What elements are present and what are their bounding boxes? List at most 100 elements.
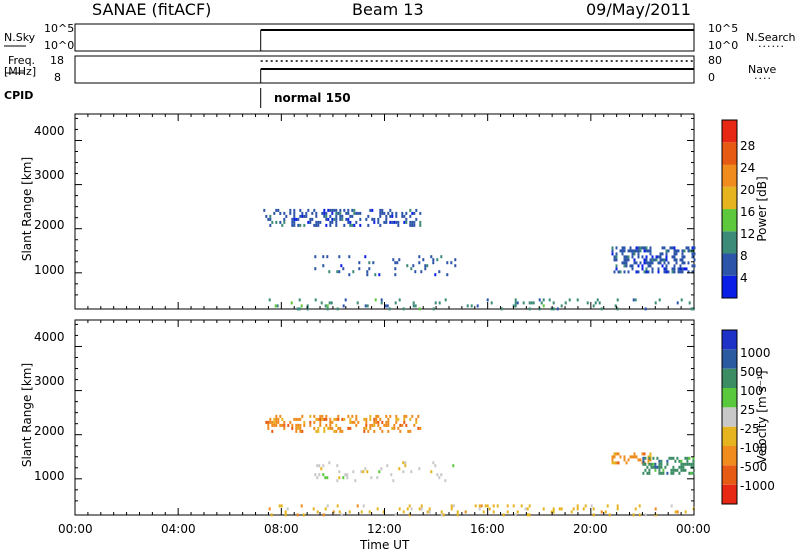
heatmap-cell: [548, 298, 551, 302]
heatmap-cell: [323, 417, 326, 421]
heatmap-cell: [552, 510, 555, 514]
xtick-2000: 20:00: [573, 522, 608, 536]
heatmap-cell: [376, 476, 379, 480]
heatmap-cell: [335, 214, 338, 218]
heatmap-cell: [486, 298, 489, 302]
heatmap-cell: [291, 423, 294, 427]
heatmap-cell: [331, 208, 334, 212]
heatmap-cell: [309, 217, 312, 221]
heatmap-cell: [398, 467, 401, 471]
heatmap-cell: [402, 510, 405, 514]
heatmap-cell: [625, 264, 628, 268]
heatmap-cell: [413, 423, 416, 427]
heatmap-cell: [673, 258, 676, 262]
heatmap-cell: [420, 504, 423, 508]
heatmap-cell: [616, 307, 619, 311]
heatmap-cell: [480, 504, 483, 508]
heatmap-cell: [635, 249, 638, 253]
heatmap-cell: [611, 252, 614, 256]
heatmap-cell: [299, 429, 302, 433]
nave-legend-dots: ····: [754, 72, 772, 85]
heatmap-cell: [378, 273, 381, 277]
heatmap-cell: [293, 417, 296, 421]
heatmap-cell: [684, 462, 687, 466]
heatmap-cell: [364, 304, 367, 308]
heatmap-cell: [379, 426, 382, 430]
xtick-1600: 16:00: [470, 522, 505, 536]
heatmap-cell: [349, 214, 352, 218]
heatmap-cell: [402, 461, 405, 465]
heatmap-cell: [394, 267, 397, 271]
cpid-program: normal 150: [274, 91, 351, 105]
heatmap-cell: [681, 249, 684, 253]
heatmap-cell: [584, 504, 587, 508]
heatmap-cell: [643, 246, 646, 250]
heatmap-cell: [315, 223, 318, 227]
heatmap-cell: [645, 255, 648, 259]
velocity-panel: [74, 319, 695, 517]
heatmap-cell: [411, 414, 414, 418]
heatmap-cell: [454, 258, 457, 262]
heatmap-cell: [347, 217, 350, 221]
heatmap-cell: [466, 304, 469, 308]
heatmap-cell: [393, 220, 396, 224]
heatmap-cell: [680, 468, 683, 472]
colorbar-swatch: [722, 388, 737, 408]
heatmap-cell: [436, 258, 439, 262]
heatmap-cell: [685, 246, 688, 250]
heatmap-cell: [658, 465, 661, 469]
heatmap-cell: [379, 208, 382, 212]
heatmap-cell: [526, 507, 529, 511]
heatmap-cell: [403, 214, 406, 218]
heatmap-cell: [661, 246, 664, 250]
heatmap-cell: [381, 429, 384, 433]
heatmap-cell: [299, 426, 302, 430]
heatmap-cell: [413, 211, 416, 215]
heatmap-cell: [413, 223, 416, 227]
heatmap-cell: [586, 301, 589, 305]
heatmap-cell: [311, 217, 314, 221]
heatmap-cell: [635, 270, 638, 274]
heatmap-cell: [412, 301, 415, 305]
heatmap-cell: [649, 455, 652, 459]
heatmap-cell: [623, 264, 626, 268]
freq-right-tick-high: 80: [708, 54, 722, 67]
vel-cb-tick-500: 500: [740, 365, 763, 379]
heatmap-cell: [576, 507, 579, 511]
heatmap-cell: [456, 510, 459, 514]
heatmap-cell: [335, 423, 338, 427]
heatmap-cell: [633, 261, 636, 265]
xtick-0000-end: 00:00: [676, 522, 711, 536]
velocity-ticks: [74, 320, 695, 515]
heatmap-cell: [649, 249, 652, 253]
heatmap-cell: [295, 217, 298, 221]
vel-cb-tick-1000: 1000: [740, 346, 771, 360]
heatmap-cell: [417, 426, 420, 430]
heatmap-cell: [359, 217, 362, 221]
heatmap-cell: [631, 249, 634, 253]
heatmap-cell: [407, 429, 410, 433]
heatmap-cell: [386, 464, 389, 468]
heatmap-cell: [323, 426, 326, 430]
heatmap-cell: [619, 270, 622, 274]
heatmap-cell: [357, 420, 360, 424]
heatmap-cell: [405, 220, 408, 224]
freq-left-tick-high: 18: [50, 54, 64, 67]
heatmap-cell: [303, 223, 306, 227]
heatmap-cell: [278, 504, 281, 508]
heatmap-cell: [687, 261, 690, 265]
heatmap-cell: [405, 217, 408, 221]
heatmap-cell: [647, 249, 650, 253]
station-title: SANAE (fitACF): [92, 0, 212, 19]
heatmap-cell: [452, 464, 455, 468]
heatmap-cell: [392, 479, 395, 483]
heatmap-cell: [611, 455, 614, 459]
heatmap-cell: [422, 258, 425, 262]
heatmap-cell: [267, 217, 270, 221]
heatmap-cell: [647, 270, 650, 274]
heatmap-cell: [277, 420, 280, 424]
power-ylabel: Slant Range [km]: [20, 156, 34, 262]
heatmap-cell: [419, 220, 422, 224]
heatmap-cell: [671, 270, 674, 274]
heatmap-cell: [663, 246, 666, 250]
